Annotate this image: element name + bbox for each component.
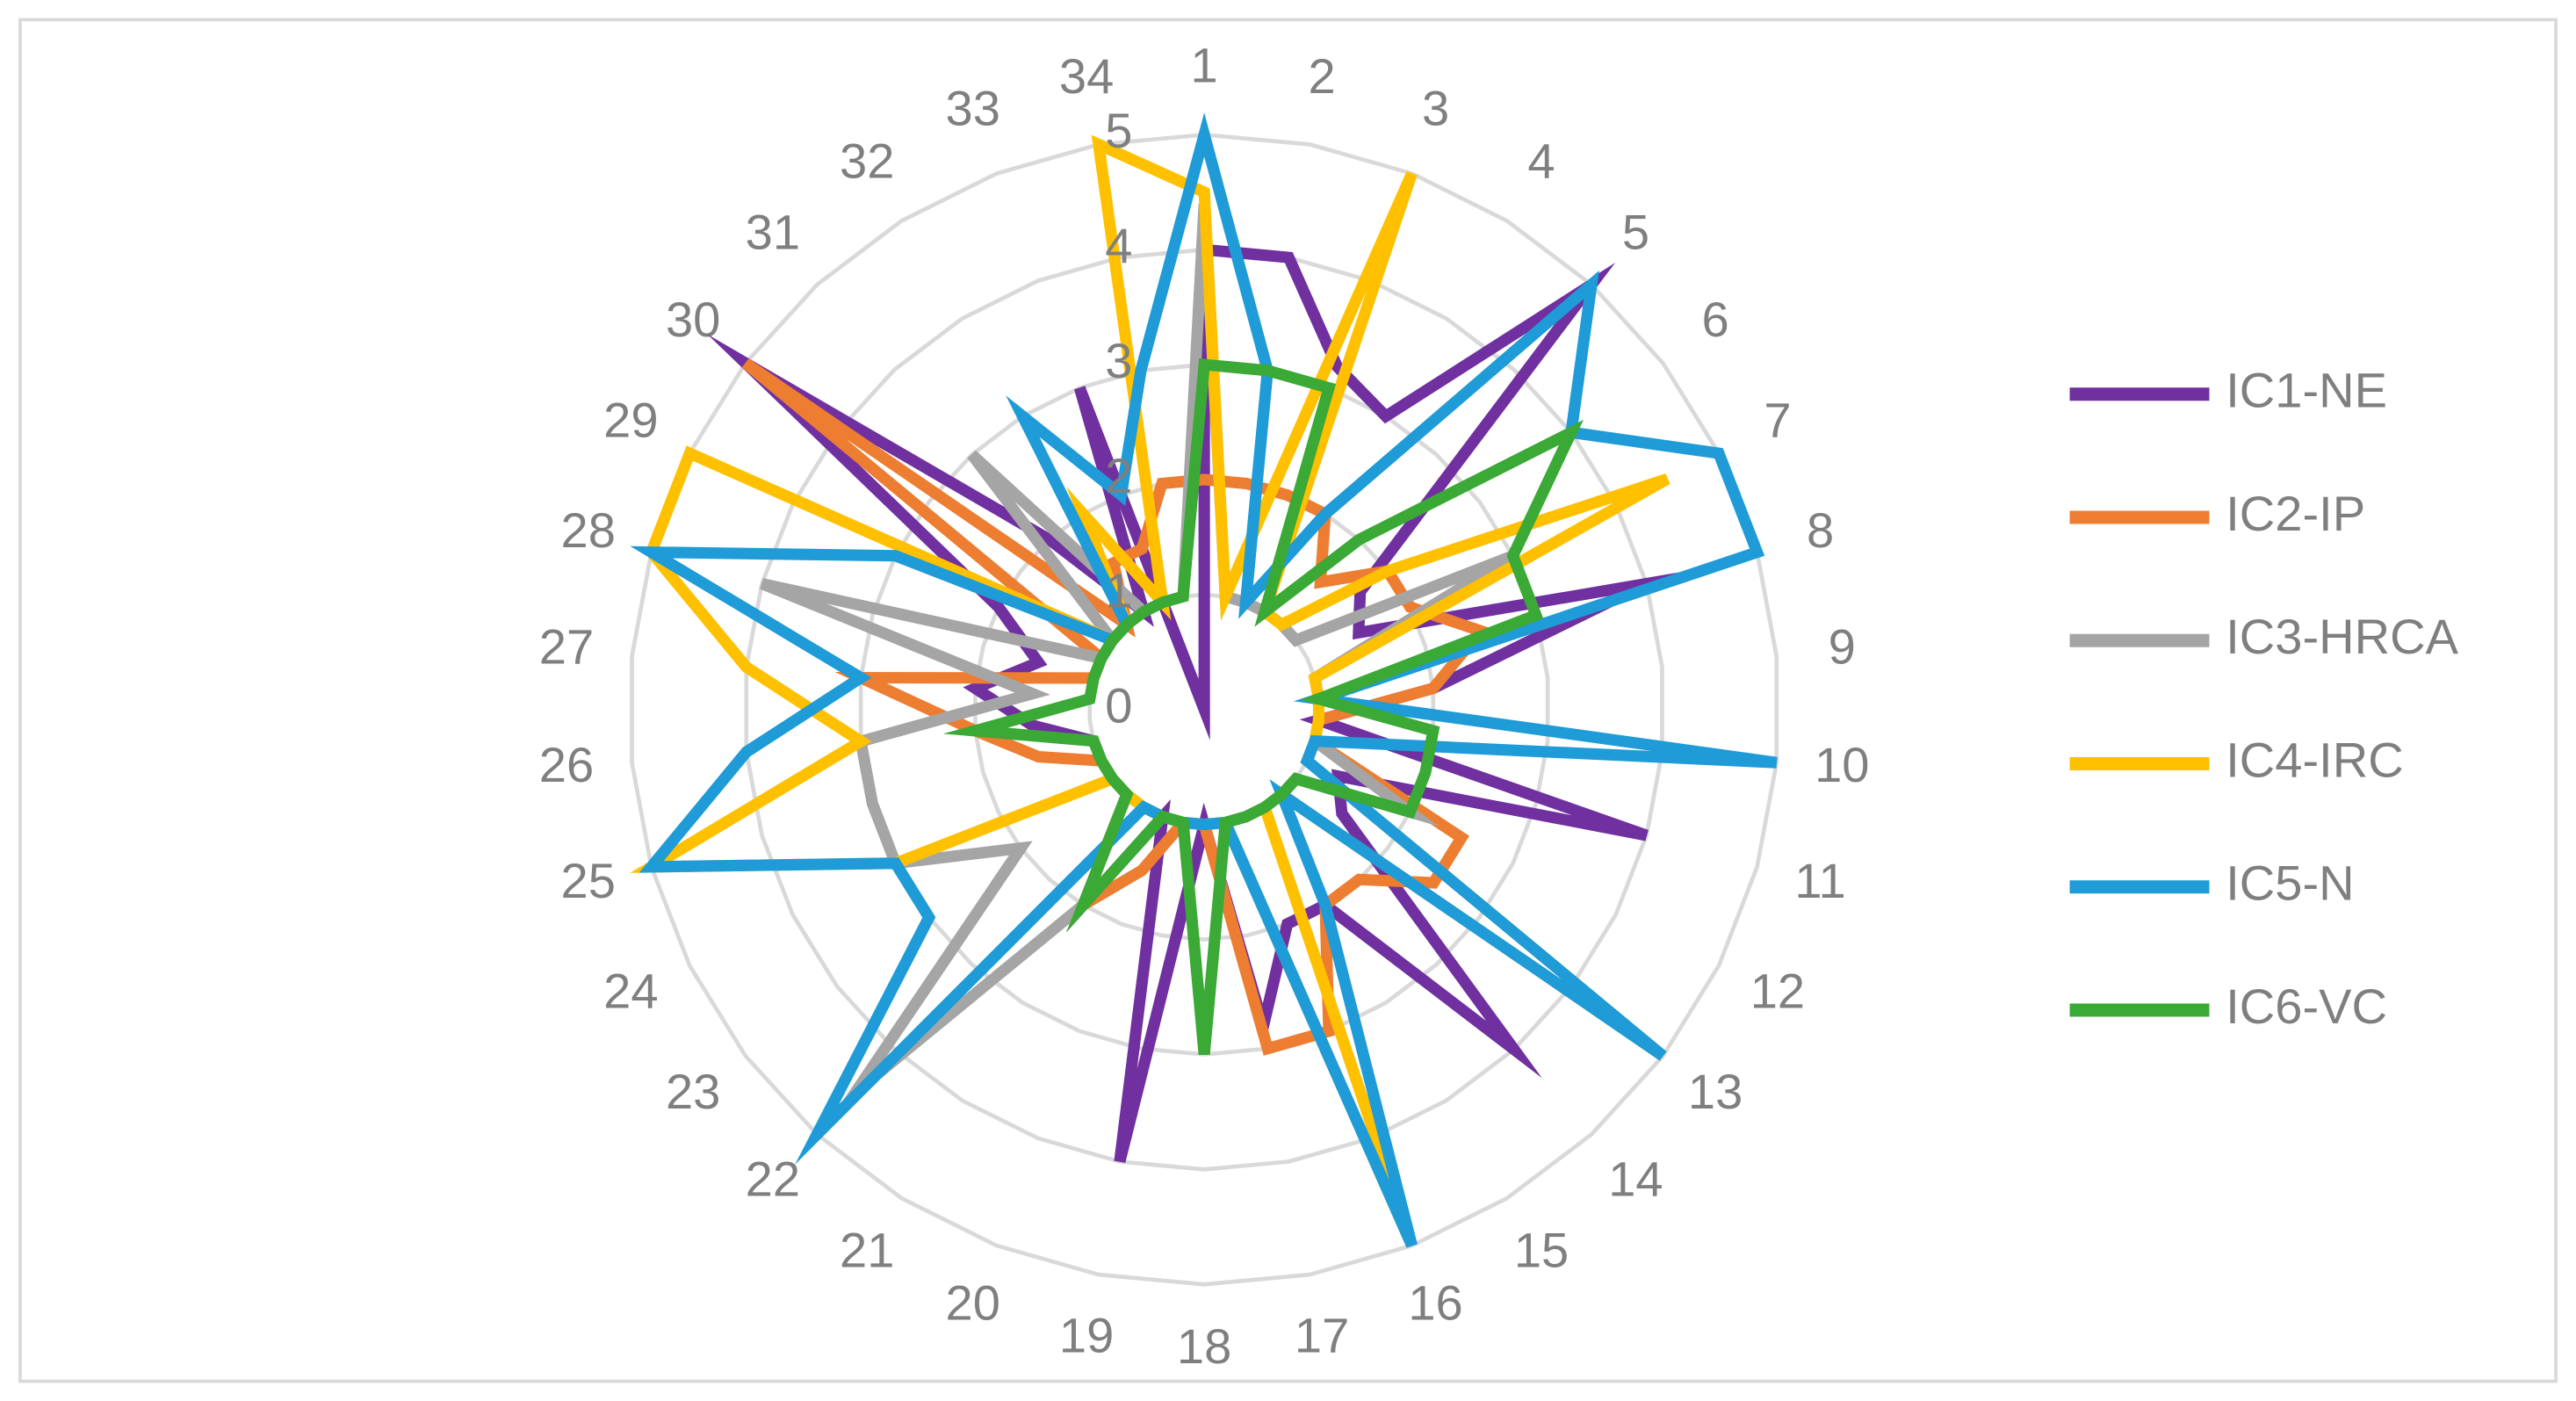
category-label: 20 <box>946 1275 1000 1331</box>
category-label: 24 <box>603 964 658 1019</box>
category-label: 12 <box>1750 964 1805 1019</box>
category-label: 11 <box>1794 853 1845 908</box>
r-tick-label: 1 <box>1105 563 1132 618</box>
legend-label: IC1-NE <box>2226 363 2387 418</box>
category-label: 3 <box>1422 81 1449 136</box>
legend-label: IC3-HRCA <box>2226 609 2458 664</box>
series-line <box>630 112 1778 1248</box>
r-tick-label: 5 <box>1105 103 1132 158</box>
category-label: 19 <box>1059 1307 1114 1362</box>
legend-label: IC5-N <box>2226 856 2354 911</box>
category-label: 27 <box>539 618 594 674</box>
r-tick-label: 3 <box>1105 333 1132 388</box>
category-label: 5 <box>1622 205 1649 260</box>
category-label: 16 <box>1408 1275 1462 1331</box>
category-label: 4 <box>1527 134 1555 189</box>
category-label: 26 <box>539 737 594 792</box>
category-label: 29 <box>603 393 658 448</box>
category-label: 1 <box>1191 37 1218 92</box>
category-label: 9 <box>1829 618 1856 674</box>
grid-ring <box>630 132 1779 1287</box>
category-label: 33 <box>946 81 1000 136</box>
legend-label: IC6-VC <box>2226 979 2387 1034</box>
category-label: 14 <box>1608 1152 1663 1207</box>
grid-ring <box>744 247 1664 1172</box>
category-label: 25 <box>561 853 616 908</box>
category-label: 31 <box>746 205 800 260</box>
legend-label: IC2-IP <box>2226 486 2365 541</box>
category-label: 15 <box>1514 1223 1569 1278</box>
r-tick-label: 4 <box>1105 218 1132 273</box>
category-label: 34 <box>1059 48 1114 104</box>
category-label: 10 <box>1815 737 1869 792</box>
category-label: 8 <box>1807 502 1834 558</box>
category-label: 7 <box>1764 393 1791 448</box>
series-line <box>942 357 1584 1056</box>
category-label: 17 <box>1295 1307 1349 1362</box>
category-label: 2 <box>1309 48 1336 104</box>
category-label: 23 <box>666 1064 720 1119</box>
r-tick-label: 2 <box>1105 448 1132 503</box>
category-label: 28 <box>561 502 616 558</box>
category-label: 18 <box>1177 1318 1231 1374</box>
category-label: 21 <box>840 1223 894 1278</box>
category-label: 13 <box>1688 1064 1743 1119</box>
category-label: 22 <box>746 1152 800 1207</box>
category-label: 6 <box>1701 292 1728 347</box>
chart-border <box>18 18 2558 1383</box>
legend-label: IC4-IRC <box>2226 732 2404 787</box>
r-tick-label: 0 <box>1105 678 1132 733</box>
category-label: 32 <box>840 134 894 189</box>
